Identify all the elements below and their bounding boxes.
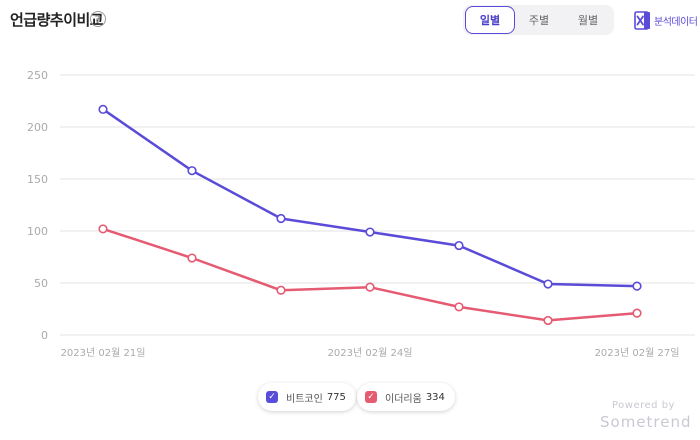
- tab-weekly[interactable]: 주별: [528, 14, 550, 27]
- data-point: [543, 315, 553, 326]
- checkbox-icon: ✓: [266, 391, 278, 403]
- excel-icon: [634, 10, 650, 30]
- y-tick-label: 150: [27, 173, 48, 186]
- data-point: [98, 224, 108, 234]
- data-point: [365, 282, 375, 292]
- y-tick-label: 50: [34, 277, 48, 290]
- data-point: [276, 213, 286, 224]
- series-line: [102, 108, 638, 288]
- legend-label: 비트코인: [286, 393, 323, 405]
- data-point: [187, 166, 197, 176]
- y-axis-ticks: 0 50 100 150 200 250: [27, 69, 48, 342]
- data-point: [365, 227, 375, 237]
- series-line: [102, 227, 638, 322]
- legend-item-series-1[interactable]: ✓ 비트코인 775: [258, 383, 356, 411]
- data-point: [632, 281, 642, 291]
- data-point: [98, 104, 108, 114]
- export-data-button[interactable]: 분석데이터: [634, 9, 698, 31]
- help-icon[interactable]: ?: [90, 11, 106, 27]
- page-title: 언급량추이비교: [10, 11, 104, 29]
- y-tick-label: 0: [41, 329, 48, 342]
- data-point: [276, 285, 286, 295]
- legend-item-series-2[interactable]: ✓ 이더리움 334: [357, 383, 455, 411]
- legend-total: 775: [326, 391, 346, 403]
- y-tick-label: 100: [27, 225, 48, 238]
- legend-total: 334: [425, 391, 445, 403]
- legend-label: 이더리움: [385, 393, 422, 405]
- data-point: [187, 253, 197, 263]
- data-point: [543, 279, 553, 289]
- x-tick-label: 2023년 02월 27일: [595, 347, 680, 359]
- tab-daily[interactable]: 일별: [465, 6, 515, 34]
- data-point: [454, 302, 464, 312]
- data-point: [632, 308, 642, 318]
- period-tabs: 일별 주별 월별: [463, 5, 614, 35]
- export-label: 분석데이터: [654, 16, 698, 28]
- tab-monthly[interactable]: 월별: [577, 14, 599, 27]
- data-point: [454, 240, 464, 251]
- grid-lines: [60, 74, 695, 336]
- x-axis-ticks: 2023년 02월 21일 2023년 02월 24일 2023년 02월 27일: [61, 347, 680, 359]
- x-tick-label: 2023년 02월 21일: [61, 347, 146, 359]
- series-points: [98, 104, 642, 326]
- checkbox-icon: ✓: [365, 391, 377, 403]
- y-tick-label: 200: [27, 121, 48, 134]
- y-tick-label: 250: [27, 69, 48, 82]
- brand-logo: Sometrend: [600, 413, 692, 431]
- powered-by-label: Powered by: [612, 400, 675, 411]
- x-tick-label: 2023년 02월 24일: [328, 347, 413, 359]
